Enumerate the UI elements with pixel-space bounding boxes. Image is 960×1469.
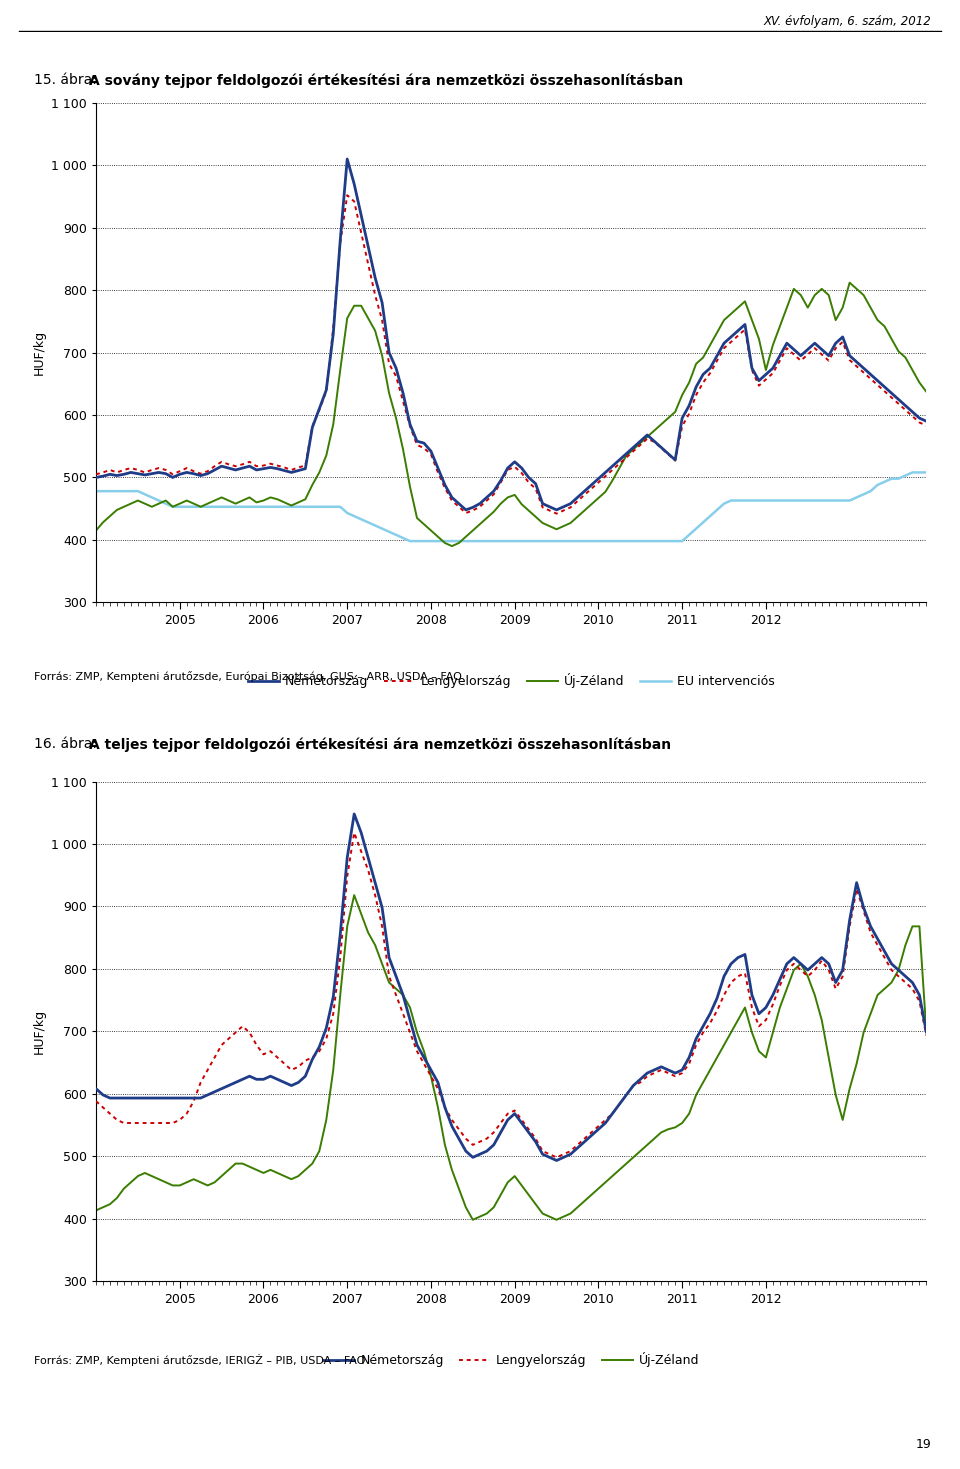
Text: Forrás: ZMP, Kempteni árutőzsde, Európai Bizottság, GUS – ARR, USDA – FAO: Forrás: ZMP, Kempteni árutőzsde, Európai… — [34, 671, 462, 682]
Legend: Németország, Lengyelország, Új-Zéland: Németország, Lengyelország, Új-Zéland — [318, 1347, 705, 1372]
Text: 16. ábra:: 16. ábra: — [34, 737, 101, 752]
Text: Forrás: ZMP, Kempteni árutőzsde, IERIGŻ – PIB, USDA – FAO: Forrás: ZMP, Kempteni árutőzsde, IERIGŻ … — [34, 1354, 365, 1366]
Text: 15. ábra:: 15. ábra: — [34, 73, 101, 88]
Legend: Németország, Lengyelország, Új-Zéland, EU intervenciós: Németország, Lengyelország, Új-Zéland, E… — [243, 668, 780, 693]
Y-axis label: HUF/kg: HUF/kg — [33, 331, 45, 375]
Text: A teljes tejpor feldolgozói értékesítési ára nemzetközi összehasonlításban: A teljes tejpor feldolgozói értékesítési… — [89, 737, 671, 752]
Text: A sovány tejpor feldolgozói értékesítési ára nemzetközi összehasonlításban: A sovány tejpor feldolgozói értékesítési… — [89, 73, 684, 88]
Y-axis label: HUF/kg: HUF/kg — [33, 1009, 45, 1053]
Text: 19: 19 — [916, 1438, 931, 1451]
Text: XV. évfolyam, 6. szám, 2012: XV. évfolyam, 6. szám, 2012 — [763, 15, 931, 28]
